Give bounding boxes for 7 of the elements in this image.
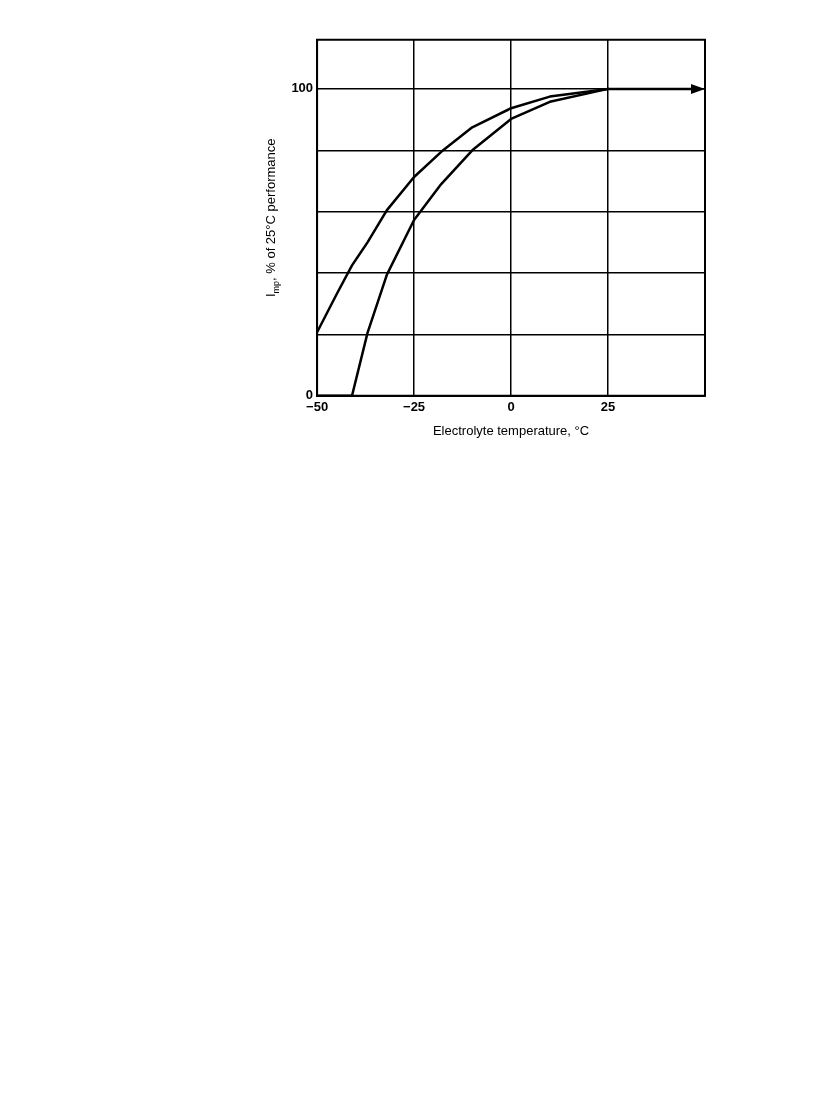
x-tick-label: 25 (600, 399, 616, 415)
y-tick-label: 100 (291, 80, 314, 96)
x-tick-label: −25 (403, 399, 426, 415)
x-tick-label: 0 (507, 399, 515, 415)
y-axis-title: Imp, % of 25°C performance (263, 138, 282, 298)
x-tick-label: −50 (306, 399, 329, 415)
x-axis-title: Electrolyte temperature, °C (432, 422, 590, 438)
